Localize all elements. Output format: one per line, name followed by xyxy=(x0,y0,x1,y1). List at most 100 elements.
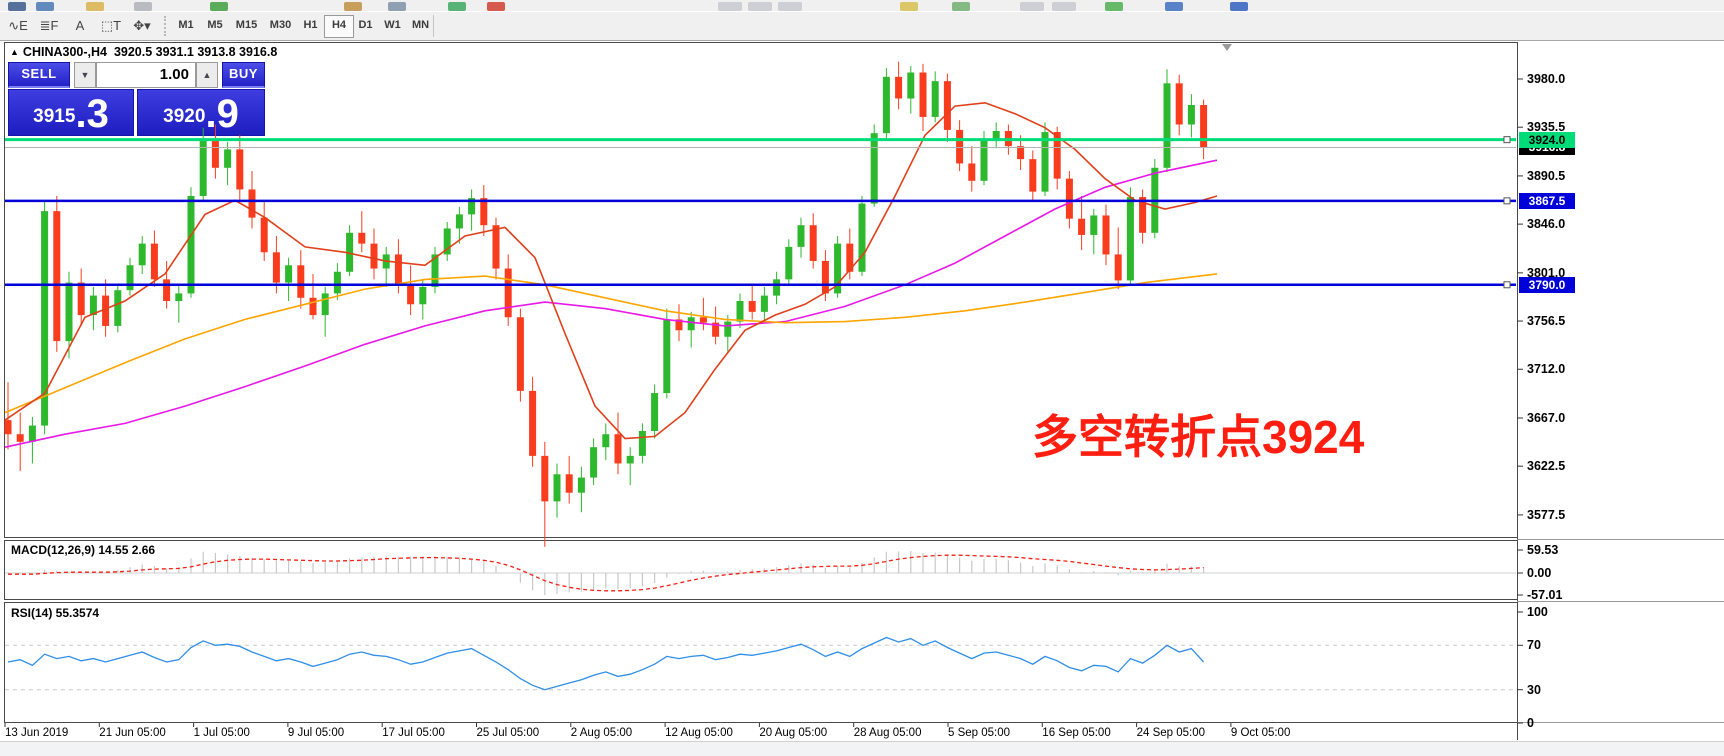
timeframe-button-m1[interactable]: M1 xyxy=(178,19,194,31)
buy-price-display[interactable]: 3920.9 xyxy=(137,89,265,136)
candle-body xyxy=(53,211,61,342)
drawing-timeframe-toolbar: ∿E ≣F A ⬚T ✥▾ M1 M5 M15 M30 H1 H4 D1 W1 MN xyxy=(0,11,1724,41)
timeframe-button-h1[interactable]: H1 xyxy=(303,19,318,31)
status-strip xyxy=(0,741,1724,756)
sell-button[interactable]: SELL xyxy=(8,62,70,88)
chart-shift-marker-icon[interactable] xyxy=(1222,44,1232,51)
collapse-panel-icon[interactable]: ▲ xyxy=(10,47,19,57)
candle-body xyxy=(248,189,256,218)
candle-body xyxy=(150,243,158,280)
toolbar-icon-fragment[interactable] xyxy=(210,2,228,11)
line-handle[interactable] xyxy=(1503,197,1511,205)
candle-body xyxy=(516,317,524,391)
toolbar-icon-fragment[interactable] xyxy=(36,2,54,11)
toolbar-icon-fragment[interactable] xyxy=(1052,2,1076,11)
timeframe-button-w1[interactable]: W1 xyxy=(384,19,401,31)
date-axis-label: 13 Jun 2019 xyxy=(5,727,69,739)
toolbar-icon-fragment[interactable] xyxy=(448,2,466,11)
text-icon[interactable]: A xyxy=(75,18,85,33)
toolbar-icon-fragment[interactable] xyxy=(778,2,802,11)
candle-body xyxy=(419,286,427,305)
volume-input[interactable]: 1.00 xyxy=(96,62,196,88)
buy-price-main: 3920 xyxy=(163,106,206,127)
elliott-wave-icon[interactable]: ∿E xyxy=(8,18,28,33)
toolbar-icon-fragment[interactable] xyxy=(344,2,362,11)
axis-separator xyxy=(1517,601,1724,602)
candle-body xyxy=(272,252,280,283)
candle-body xyxy=(638,430,646,456)
price-badge-green: 3924.0 xyxy=(1519,131,1575,148)
price-axis-label: 3935.5 xyxy=(1527,120,1566,135)
price-axis-label: 3756.5 xyxy=(1527,314,1566,329)
date-axis-label: 28 Aug 05:00 xyxy=(853,727,922,739)
macd-panel[interactable] xyxy=(4,540,1518,600)
candle-body xyxy=(480,198,488,226)
candle-body xyxy=(712,322,720,337)
fibonacci-icon[interactable]: ≣F xyxy=(39,18,59,33)
timeframe-button-m30[interactable]: M30 xyxy=(269,19,292,31)
candle-body xyxy=(492,225,500,269)
toolbar-icon-fragment[interactable] xyxy=(134,2,152,11)
candle-body xyxy=(236,149,244,190)
price-axis-divider xyxy=(1517,42,1518,740)
date-axis-label: 1 Jul 05:00 xyxy=(193,727,250,739)
symbol-period-label: CHINA300-,H4 xyxy=(22,45,107,59)
toolbar-icon-fragment[interactable] xyxy=(1165,2,1183,11)
arrows-icon[interactable]: ✥▾ xyxy=(133,18,151,33)
candle-body xyxy=(992,130,1000,140)
date-axis-label: 25 Jul 05:00 xyxy=(476,727,540,739)
toolbar-icon-fragment[interactable] xyxy=(748,2,772,11)
candle-body xyxy=(687,317,695,331)
timeframe-button-m15[interactable]: M15 xyxy=(235,19,258,31)
toolbar-icon-fragment[interactable] xyxy=(900,2,918,11)
sell-price-frac: .3 xyxy=(75,92,109,136)
candle-body xyxy=(882,76,890,134)
toolbar-icon-fragment[interactable] xyxy=(952,2,970,11)
line-handle[interactable] xyxy=(1503,136,1511,144)
text-label-icon[interactable]: ⬚T xyxy=(100,18,122,33)
toolbar-icon-fragment[interactable] xyxy=(388,2,406,11)
candle-body xyxy=(748,301,756,312)
candle-body xyxy=(370,243,378,269)
toolbar-icon-fragment[interactable] xyxy=(1230,2,1248,11)
price-axis-label: 3577.5 xyxy=(1527,507,1566,522)
timeframe-button-d1[interactable]: D1 xyxy=(358,19,373,31)
candle-body xyxy=(102,295,110,326)
trade-controls-row: SELL ▼ 1.00 ▲ BUY xyxy=(8,62,265,88)
candle-body xyxy=(163,279,171,302)
toolbar-icon-fragment[interactable] xyxy=(1020,2,1044,11)
candle-body xyxy=(760,295,768,312)
toolbar-icon-fragment[interactable] xyxy=(1105,2,1123,11)
candle-body xyxy=(1187,104,1195,125)
ohlc-values: 3920.5 3931.1 3913.8 3916.8 xyxy=(113,45,278,59)
candle-body xyxy=(346,232,354,272)
ma-slow-line xyxy=(4,159,1218,448)
line-handle[interactable] xyxy=(1503,281,1511,289)
timeframe-button-h4[interactable]: H4 xyxy=(324,15,354,38)
candle-body xyxy=(1114,254,1122,281)
candle-body xyxy=(407,284,415,305)
candle-body xyxy=(1139,197,1147,233)
toolbar-icon-fragment[interactable] xyxy=(487,2,505,11)
timeframe-button-mn[interactable]: MN xyxy=(411,19,430,31)
candle-body xyxy=(443,228,451,255)
candle-body xyxy=(89,295,97,316)
toolbar-icon-fragment[interactable] xyxy=(8,2,26,11)
buy-button[interactable]: BUY xyxy=(222,62,265,88)
candle-body xyxy=(138,243,146,266)
rsi-panel[interactable] xyxy=(4,602,1518,723)
sell-price-display[interactable]: 3915.3 xyxy=(8,89,134,136)
volume-decrease-button[interactable]: ▼ xyxy=(74,62,96,88)
date-axis-label: 9 Oct 05:00 xyxy=(1230,727,1291,739)
candle-body xyxy=(224,149,232,168)
volume-increase-button[interactable]: ▲ xyxy=(196,62,218,88)
toolbar-icon-fragment[interactable] xyxy=(718,2,742,11)
candle-body xyxy=(1017,146,1025,160)
toolbar-icon-fragment[interactable] xyxy=(86,2,104,11)
rsi-axis-label: 0 xyxy=(1527,716,1534,730)
timeframe-button-m5[interactable]: M5 xyxy=(207,19,223,31)
candle-body xyxy=(626,455,634,464)
candle-body xyxy=(126,265,134,291)
sell-price-main: 3915 xyxy=(33,106,76,127)
